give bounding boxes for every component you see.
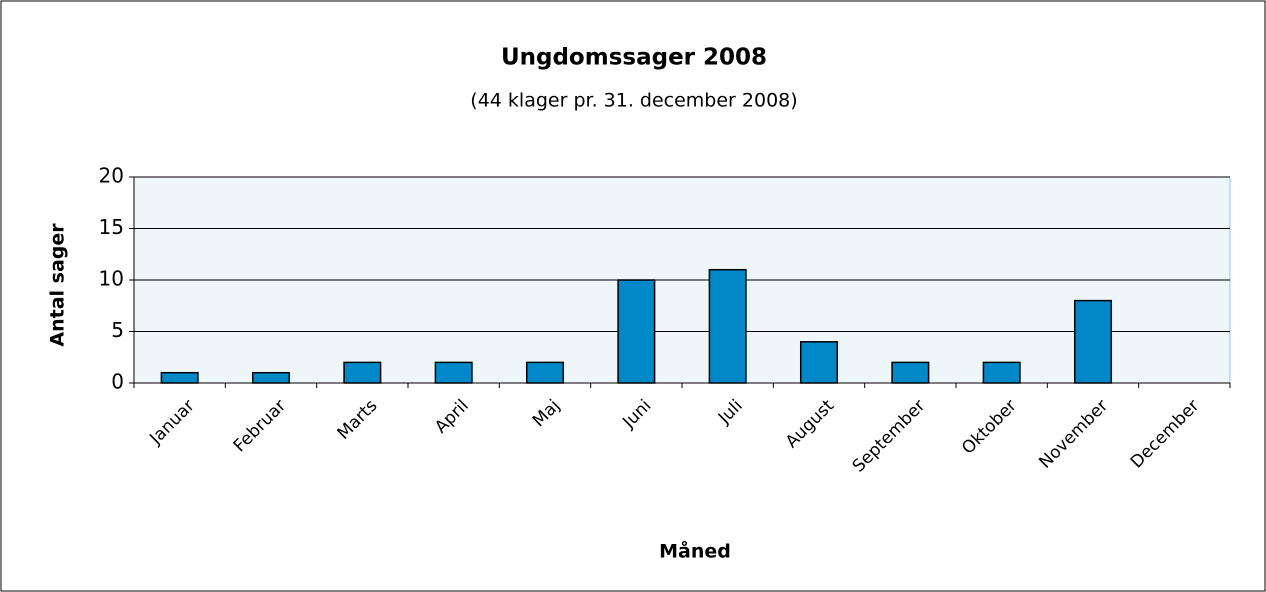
bar (982, 361, 1021, 384)
y-tick-label: 5 (111, 318, 124, 342)
bar (617, 279, 656, 384)
bar (799, 341, 839, 384)
x-axis-label: Måned (659, 539, 731, 563)
bar (708, 268, 747, 384)
y-tick-label: 0 (111, 370, 124, 394)
chart-title: Ungdomssager 2008 (501, 45, 767, 71)
bar (1073, 299, 1113, 384)
y-tick-label: 10 (99, 267, 124, 291)
bar (251, 371, 291, 384)
bar (343, 361, 382, 384)
bar (525, 361, 565, 384)
y-tick-label: 15 (99, 215, 124, 239)
y-axis-label: Antal sager (47, 223, 69, 347)
bar (434, 361, 473, 384)
bar (891, 361, 930, 384)
chart-subtitle: (44 klager pr. 31. december 2008) (470, 90, 797, 112)
bar (160, 371, 199, 384)
y-tick-label: 20 (99, 164, 124, 188)
